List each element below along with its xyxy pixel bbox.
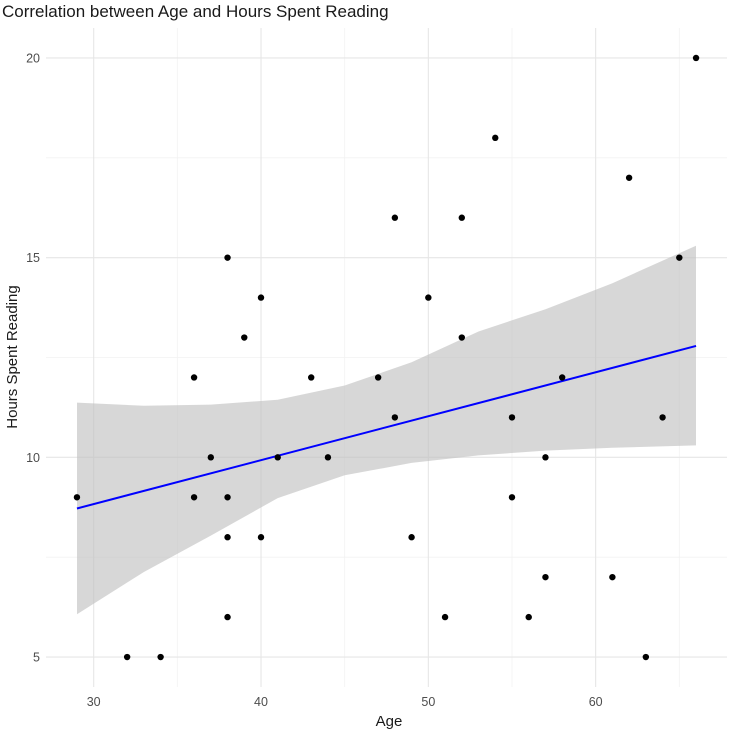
- x-axis-tick-labels: 30 40 50 60: [87, 695, 603, 709]
- x-tick-label: 40: [254, 695, 268, 709]
- x-tick-label: 30: [87, 695, 101, 709]
- regression-line: [76, 344, 697, 510]
- x-tick-label: 50: [421, 695, 435, 709]
- data-point: [257, 294, 265, 301]
- data-point: [692, 54, 700, 62]
- y-tick-label: 10: [26, 451, 40, 465]
- data-point: [190, 374, 198, 381]
- chart-title: Correlation between Age and Hours Spent …: [2, 2, 389, 21]
- data-point: [207, 454, 215, 461]
- data-point: [609, 573, 616, 581]
- data-point: [123, 653, 131, 661]
- data-point: [508, 494, 516, 501]
- data-point: [676, 254, 683, 261]
- data-points: [73, 54, 700, 661]
- data-point: [224, 613, 231, 621]
- data-point: [642, 653, 650, 661]
- data-point: [324, 454, 332, 461]
- data-point: [391, 414, 399, 421]
- data-point: [508, 414, 516, 421]
- data-point: [73, 494, 81, 501]
- y-tick-label: 15: [26, 251, 40, 265]
- data-point: [374, 374, 382, 381]
- data-point: [525, 613, 532, 621]
- data-point: [274, 454, 281, 461]
- y-tick-label: 20: [26, 51, 40, 65]
- data-point: [257, 534, 265, 541]
- data-point: [308, 374, 315, 381]
- data-point: [492, 134, 499, 142]
- data-point: [659, 414, 666, 421]
- data-point: [558, 374, 566, 381]
- data-point: [241, 334, 248, 341]
- data-point: [157, 653, 164, 661]
- data-point: [542, 573, 549, 581]
- x-axis-label: Age: [376, 713, 403, 730]
- data-point: [458, 214, 465, 221]
- data-point: [542, 454, 549, 461]
- data-point: [224, 254, 231, 261]
- data-point: [190, 494, 198, 501]
- data-point: [224, 534, 231, 541]
- x-tick-label: 60: [589, 695, 603, 709]
- data-point: [391, 214, 399, 221]
- y-axis-label: Hours Spent Reading: [4, 285, 21, 428]
- data-point: [458, 334, 465, 341]
- data-point: [625, 174, 633, 181]
- y-axis-tick-labels: 5 10 15 20: [26, 51, 40, 664]
- data-point: [408, 534, 415, 541]
- y-tick-label: 5: [33, 651, 40, 665]
- confidence-band: [77, 245, 696, 615]
- data-point: [224, 494, 231, 501]
- data-point: [441, 613, 449, 621]
- data-point: [425, 294, 432, 301]
